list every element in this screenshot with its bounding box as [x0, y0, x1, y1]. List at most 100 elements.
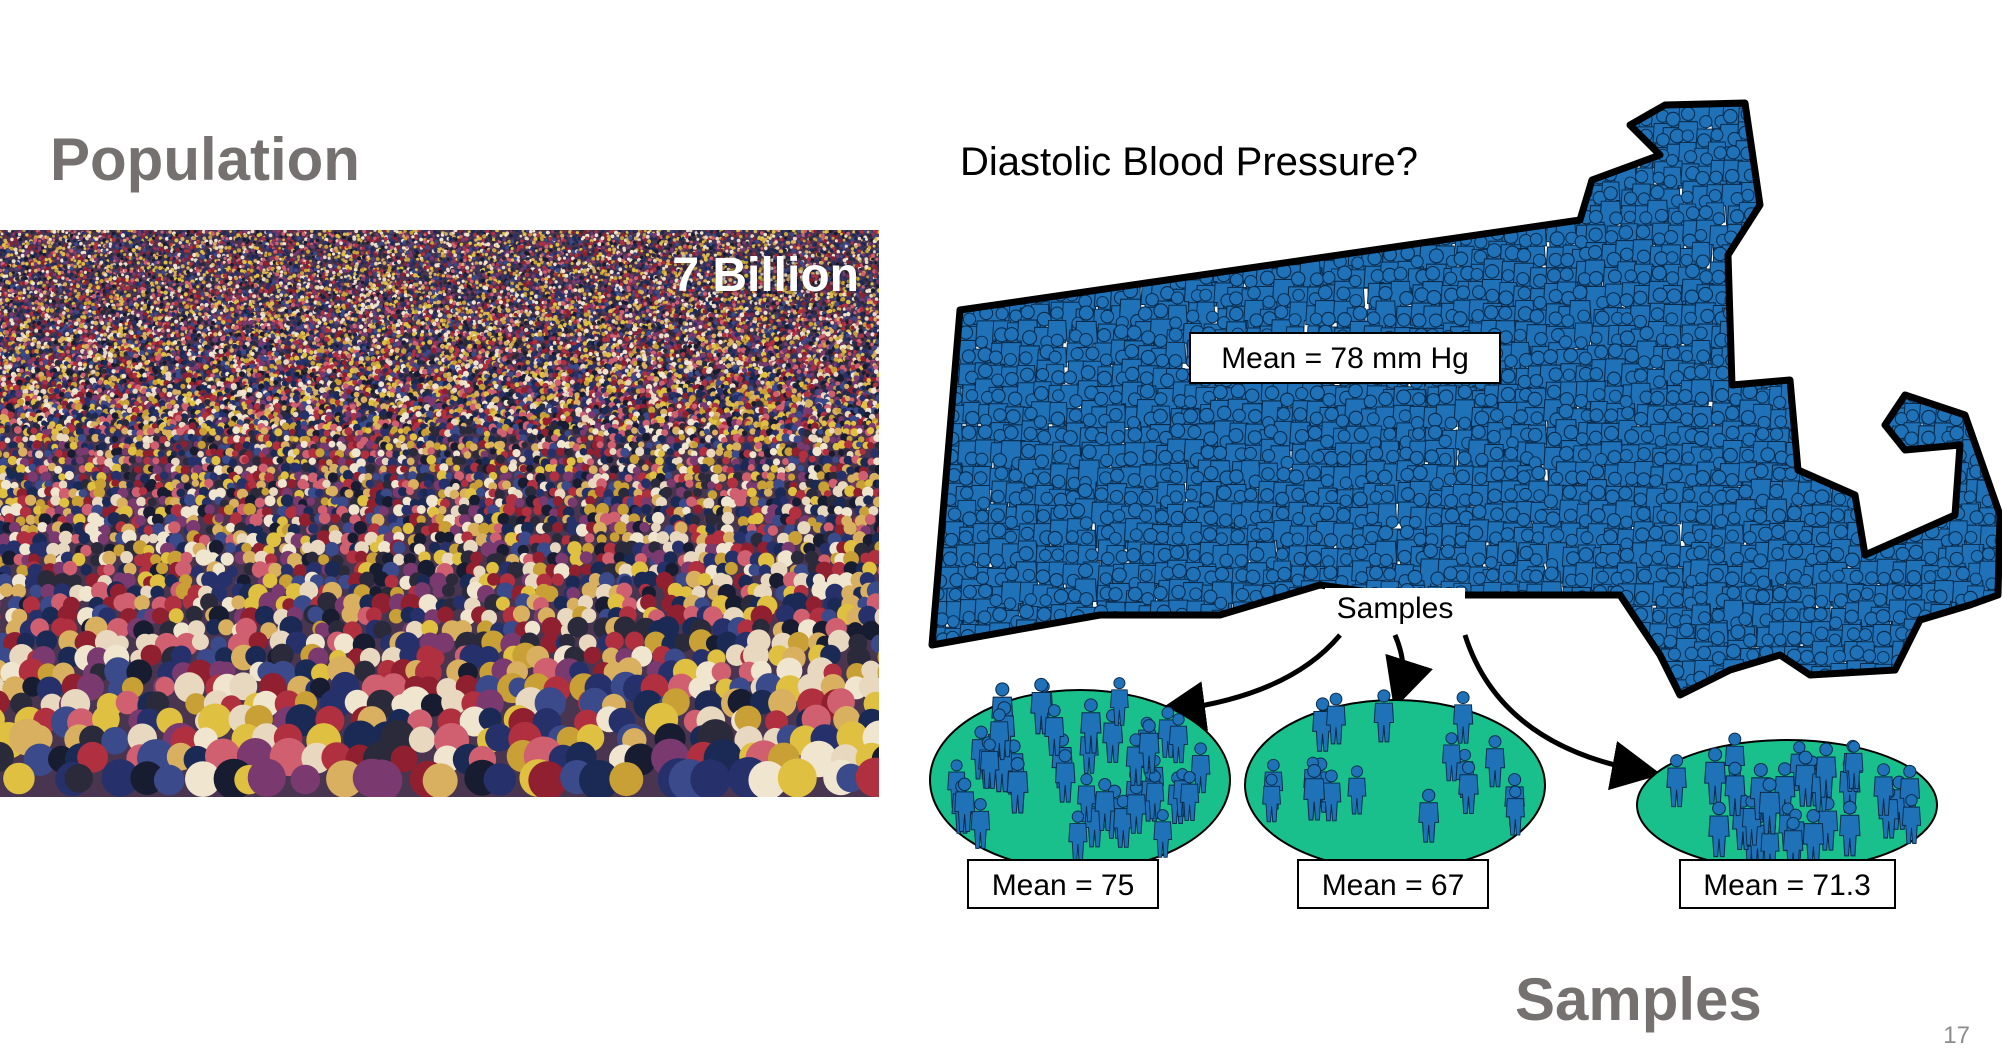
person-figure	[1859, 103, 1882, 150]
person-figure	[1883, 126, 1908, 188]
person-figure	[1918, 311, 1942, 374]
person-figure	[1226, 103, 1249, 127]
person-figure	[1740, 269, 1763, 327]
person-figure	[1933, 169, 1957, 231]
person-figure	[1601, 611, 1622, 663]
person-figure	[1814, 250, 1836, 305]
person-figure	[1842, 296, 1863, 347]
person-figure	[1424, 103, 1445, 150]
person-figure	[1980, 410, 2000, 463]
person-figure	[1453, 112, 1476, 171]
person-figure	[1856, 108, 1877, 161]
person-figure	[1797, 149, 1821, 210]
person-figure	[1600, 103, 1621, 143]
person-figure	[1978, 650, 2000, 695]
person-figure	[939, 124, 963, 184]
person-figure	[1187, 647, 1209, 695]
person-figure	[1185, 187, 1209, 248]
person-figure	[1976, 251, 1998, 304]
person-figure	[1023, 103, 1043, 121]
person-figure	[1426, 155, 1446, 207]
person-figure	[991, 103, 1014, 123]
person-figure	[1962, 206, 1985, 264]
person-figure	[1750, 231, 1773, 290]
sampling-diagram: Diastolic Blood Pressure? Mean = 78 mm H…	[920, 95, 2002, 925]
person-figure	[1435, 103, 1457, 124]
person-figure	[1050, 193, 1073, 250]
person-figure	[1156, 103, 1178, 127]
person-figure	[1236, 694, 1250, 695]
person-figure	[1076, 205, 1098, 262]
person-figure	[1363, 188, 1385, 243]
person-figure	[1857, 256, 1878, 308]
person-figure	[1946, 650, 1969, 695]
person-figure	[1768, 103, 1792, 125]
person-figure	[1842, 184, 1865, 243]
person-figure	[1990, 311, 2000, 373]
person-figure	[1722, 673, 1745, 695]
person-figure	[932, 103, 951, 125]
person-figure	[1231, 103, 1254, 144]
person-figure	[1108, 185, 1131, 244]
person-figure	[1945, 290, 1967, 347]
person-figure	[1951, 692, 1966, 695]
person-figure	[1810, 171, 1834, 232]
sample-1-mean-label: Mean = 75	[992, 869, 1135, 902]
person-figure	[1634, 674, 1656, 695]
person-figure	[1860, 134, 1882, 190]
arrow-to-sample-2	[1385, 634, 1433, 710]
person-figure	[1995, 109, 2000, 165]
person-figure	[1061, 226, 1084, 285]
person-figure	[1800, 309, 1825, 371]
person-figure	[1961, 336, 1982, 389]
person-figure	[1093, 183, 1118, 245]
person-figure	[1436, 624, 1460, 684]
person-figure	[1182, 611, 1205, 669]
person-figure	[1992, 633, 2000, 691]
person-figure	[1495, 152, 1518, 209]
person-figure	[1830, 251, 1854, 312]
person-figure	[1481, 591, 1502, 644]
person-figure	[1750, 103, 1774, 150]
person-figure	[1454, 134, 1474, 186]
person-figure	[1994, 234, 2000, 286]
person-figure	[1947, 103, 1969, 147]
person-figure	[932, 304, 939, 364]
diagram-title: Diastolic Blood Pressure?	[960, 140, 1418, 184]
person-figure	[1847, 170, 1868, 223]
person-figure	[1901, 152, 1924, 209]
page-number: 17	[1943, 1022, 1970, 1050]
person-figure	[1480, 147, 1501, 200]
person-figure	[1903, 128, 1925, 184]
person-figure	[1572, 103, 1593, 142]
person-figure	[1829, 286, 1853, 349]
person-figure	[1254, 611, 1277, 667]
person-figure	[1799, 416, 1820, 469]
person-figure	[1471, 114, 1493, 168]
samples-heading: Samples	[1515, 970, 1762, 1030]
person-figure	[1827, 352, 1850, 411]
person-figure	[1782, 248, 1803, 300]
person-figure	[920, 511, 931, 566]
person-figure	[1996, 407, 2000, 451]
population-people	[920, 103, 2000, 695]
person-figure	[1270, 605, 1294, 664]
person-figure	[1531, 607, 1554, 666]
person-figure	[1061, 188, 1082, 242]
person-figure	[1202, 103, 1223, 123]
person-figure	[1346, 103, 1370, 143]
person-figure	[1915, 330, 1936, 382]
person-figure	[1592, 651, 1614, 695]
person-figure	[1917, 296, 1939, 349]
person-figure	[1766, 169, 1791, 231]
person-figure	[1768, 671, 1789, 695]
person-figure	[975, 209, 997, 264]
person-figure	[1917, 271, 1939, 326]
sample-group-2: Mean = 67	[1244, 689, 1546, 909]
person-figure	[1425, 169, 1448, 226]
person-figure	[1579, 688, 1595, 695]
population-mean-label: Mean = 78 mm Hg	[1221, 342, 1469, 375]
person-figure	[1898, 331, 1923, 393]
person-figure	[1919, 632, 1940, 685]
person-figure	[1120, 215, 1141, 269]
